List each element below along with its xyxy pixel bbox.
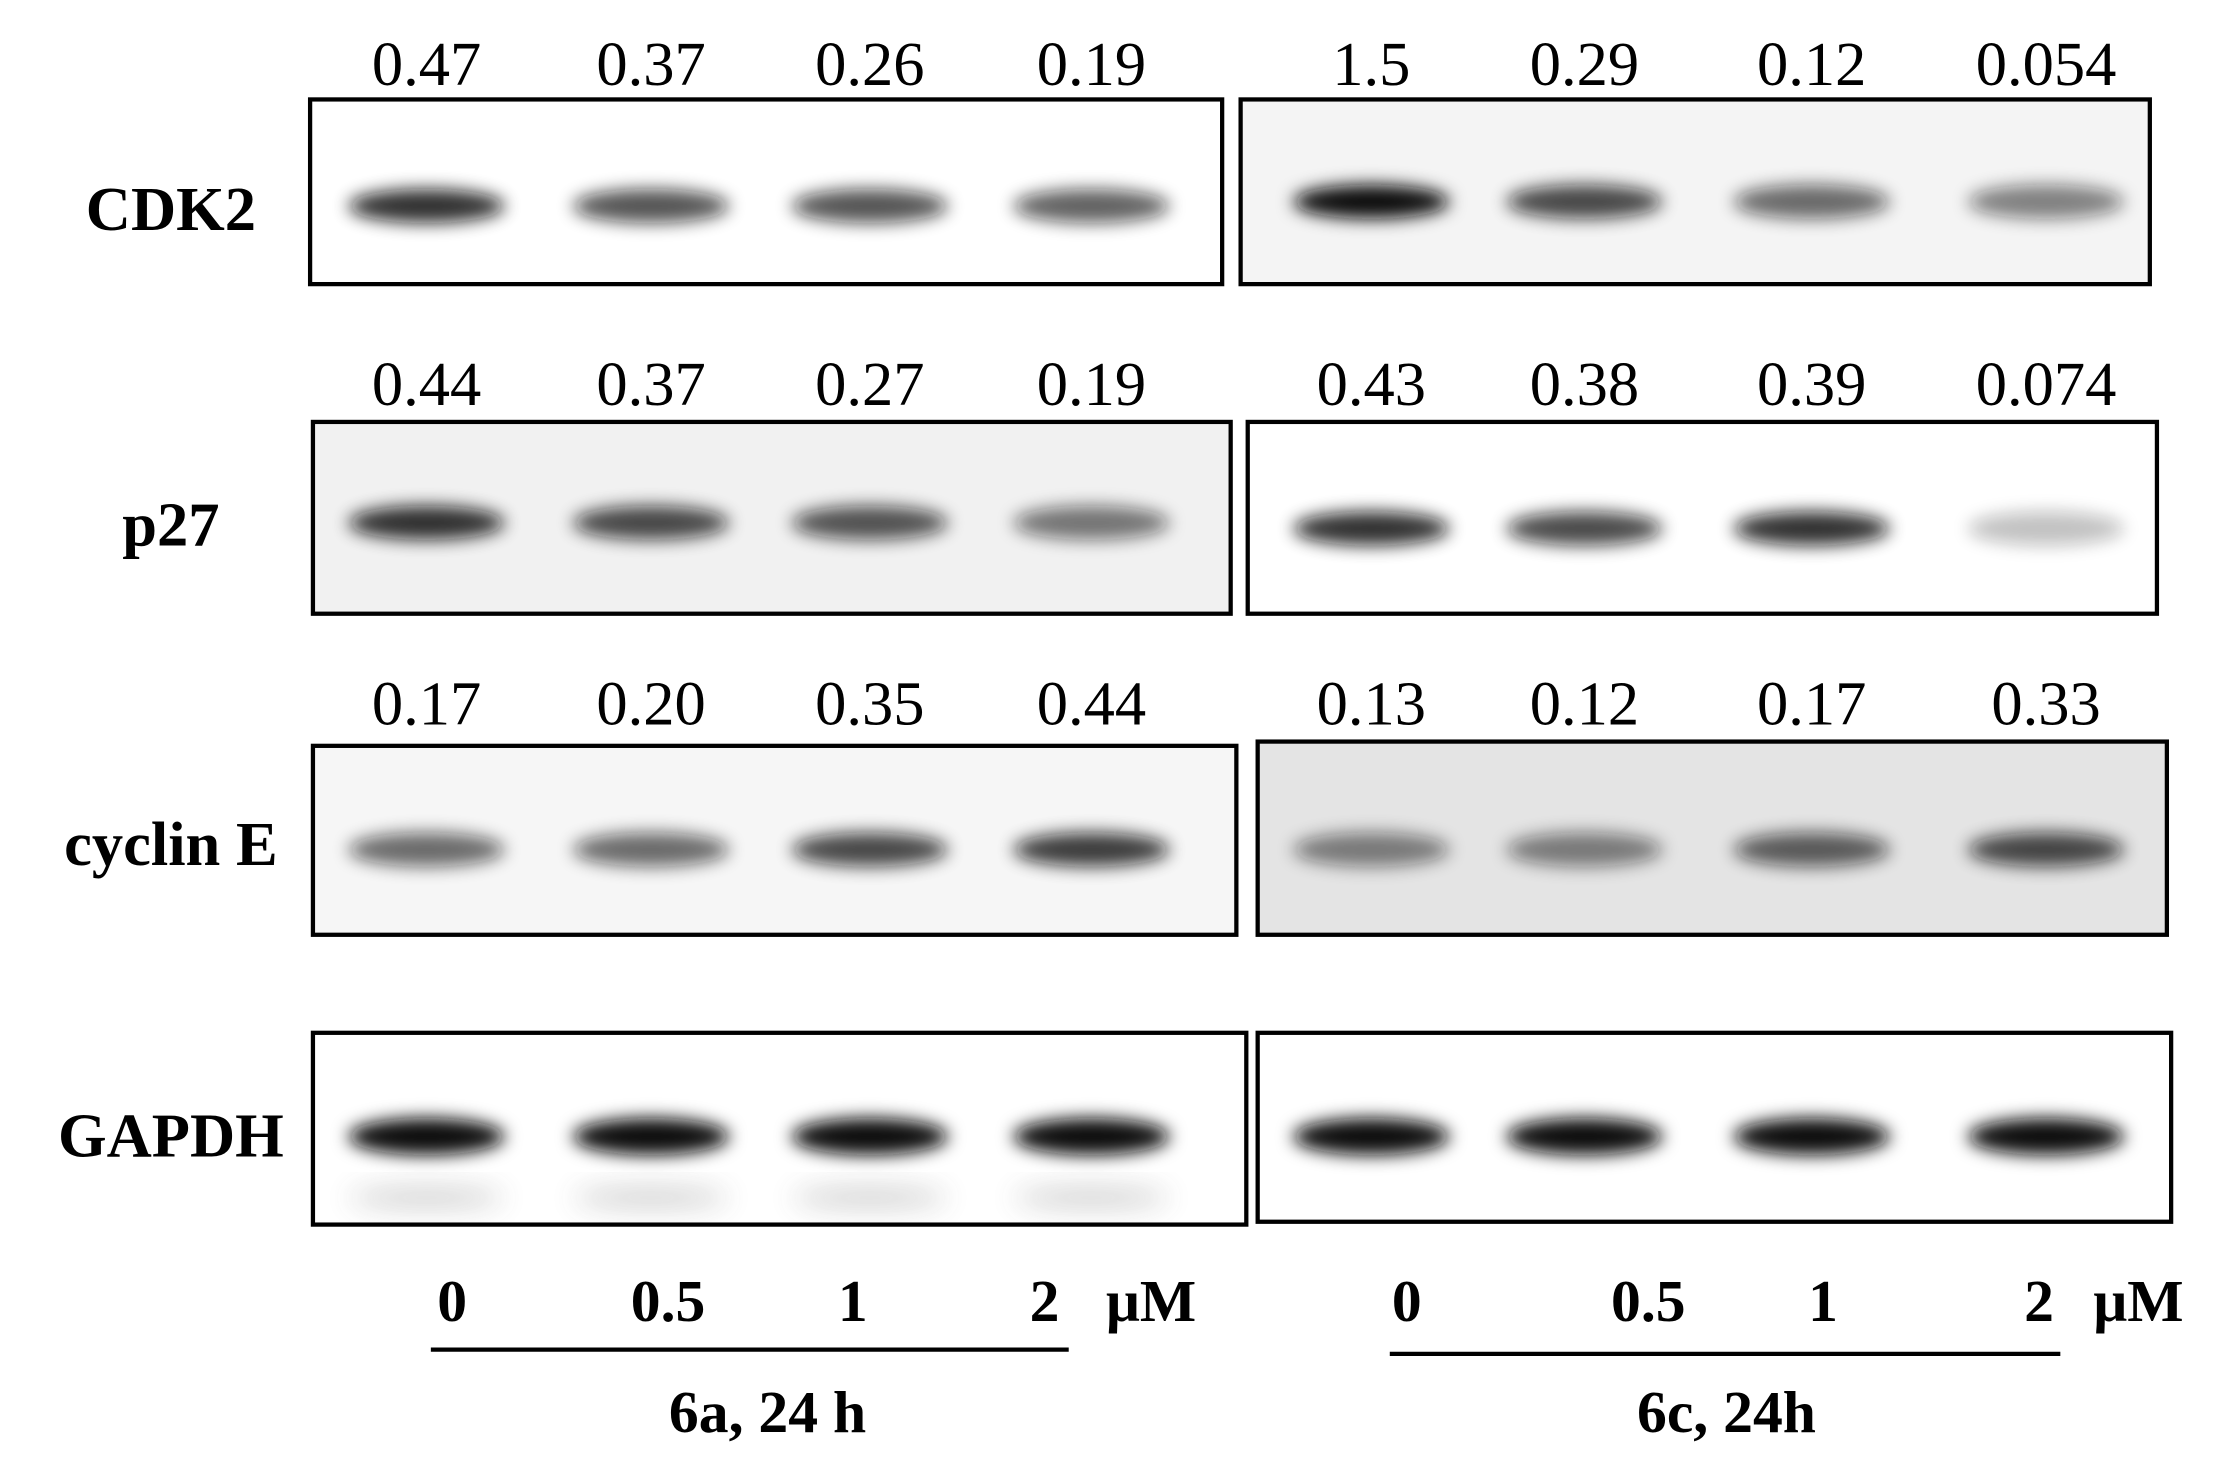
group-label: 6c, 24h bbox=[1637, 1379, 1816, 1445]
ratio-value: 0.44 bbox=[1037, 669, 1146, 739]
band bbox=[1506, 511, 1663, 546]
band bbox=[791, 188, 948, 224]
ratio-value: 0.47 bbox=[372, 29, 481, 99]
band bbox=[1733, 832, 1890, 867]
row-label: GAPDH bbox=[58, 1100, 284, 1170]
band bbox=[572, 505, 730, 540]
band bbox=[1967, 832, 2125, 867]
ratio-value: 0.12 bbox=[1530, 669, 1639, 739]
band bbox=[572, 832, 730, 867]
band bbox=[348, 188, 505, 224]
band bbox=[1506, 832, 1663, 867]
band bbox=[791, 832, 948, 867]
band bbox=[1506, 1118, 1663, 1155]
dose-label: 2 bbox=[1030, 1268, 1060, 1334]
ratio-value: 0.13 bbox=[1317, 669, 1426, 739]
band bbox=[1967, 511, 2125, 546]
band bbox=[1293, 184, 1450, 219]
ratio-value: 0.054 bbox=[1976, 29, 2117, 99]
row-label: p27 bbox=[122, 490, 219, 560]
ratio-value: 1.5 bbox=[1332, 29, 1410, 99]
ratio-value: 0.33 bbox=[1991, 669, 2100, 739]
band bbox=[1506, 184, 1663, 219]
ratio-value: 0.17 bbox=[372, 669, 481, 739]
ratio-value: 0.19 bbox=[1037, 349, 1146, 419]
band bbox=[348, 1118, 505, 1155]
ratio-value: 0.38 bbox=[1530, 349, 1639, 419]
faint-band bbox=[1013, 1189, 1170, 1207]
band bbox=[1733, 184, 1890, 219]
ratio-value: 0.074 bbox=[1976, 349, 2117, 419]
faint-band bbox=[572, 1189, 730, 1207]
band bbox=[1293, 832, 1450, 867]
ratio-value: 0.43 bbox=[1317, 349, 1426, 419]
row-label: CDK2 bbox=[86, 174, 256, 244]
ratio-value: 0.12 bbox=[1757, 29, 1866, 99]
ratio-value: 0.35 bbox=[815, 669, 924, 739]
band bbox=[348, 505, 505, 540]
dose-unit: μM bbox=[1106, 1268, 1196, 1334]
ratio-value: 0.44 bbox=[372, 349, 481, 419]
ratio-value: 0.26 bbox=[815, 29, 924, 99]
band bbox=[1967, 1118, 2125, 1155]
ratio-value: 0.19 bbox=[1037, 29, 1146, 99]
ratio-value: 0.39 bbox=[1757, 349, 1866, 419]
dose-label: 1 bbox=[1808, 1268, 1838, 1334]
row-label: cyclin E bbox=[64, 809, 278, 879]
band bbox=[572, 1118, 730, 1155]
dose-label: 0.5 bbox=[1611, 1268, 1686, 1334]
ratio-value: 0.27 bbox=[815, 349, 924, 419]
band bbox=[1293, 1118, 1450, 1155]
dose-label: 0 bbox=[1392, 1268, 1422, 1334]
group-label: 6a, 24 h bbox=[669, 1379, 866, 1445]
band bbox=[1967, 184, 2125, 219]
dose-label: 0 bbox=[437, 1268, 467, 1334]
band bbox=[1293, 511, 1450, 546]
ratio-value: 0.37 bbox=[596, 349, 705, 419]
faint-band bbox=[348, 1189, 505, 1207]
band bbox=[1733, 511, 1890, 546]
dose-label: 1 bbox=[838, 1268, 868, 1334]
band bbox=[1733, 1118, 1890, 1155]
band bbox=[1013, 832, 1170, 867]
dose-label: 2 bbox=[2024, 1268, 2054, 1334]
band bbox=[1013, 1118, 1170, 1155]
band bbox=[572, 188, 730, 224]
faint-band bbox=[791, 1189, 948, 1207]
ratio-value: 0.17 bbox=[1757, 669, 1866, 739]
band bbox=[791, 505, 948, 540]
ratio-value: 0.37 bbox=[596, 29, 705, 99]
band bbox=[791, 1118, 948, 1155]
ratio-value: 0.20 bbox=[596, 669, 705, 739]
dose-unit: μM bbox=[2093, 1268, 2183, 1334]
band bbox=[348, 832, 505, 867]
band bbox=[1013, 188, 1170, 224]
band bbox=[1013, 505, 1170, 540]
dose-label: 0.5 bbox=[631, 1268, 706, 1334]
ratio-value: 0.29 bbox=[1530, 29, 1639, 99]
